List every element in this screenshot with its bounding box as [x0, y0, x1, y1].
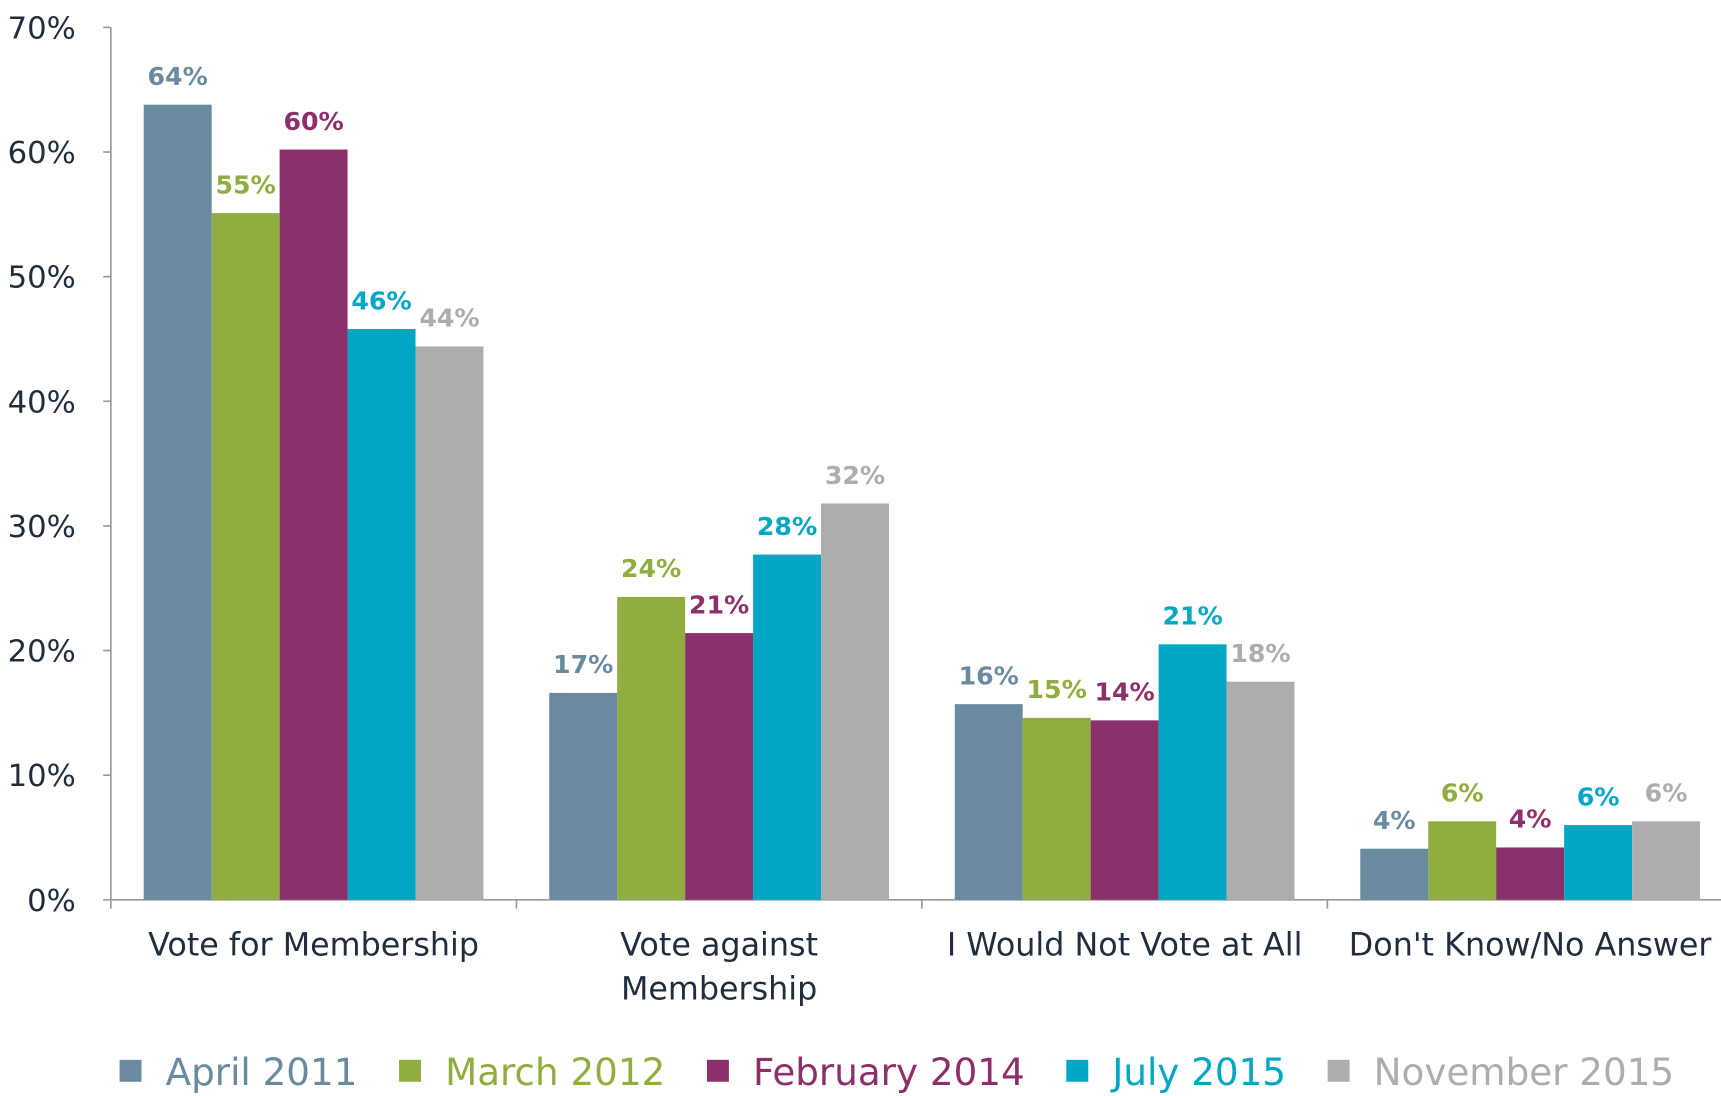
bar	[143, 104, 212, 900]
data-label: 4%	[1373, 806, 1416, 835]
data-label: 14%	[1094, 678, 1154, 707]
data-label: 64%	[148, 62, 208, 91]
bar	[753, 554, 822, 900]
data-label: 17%	[553, 650, 613, 679]
x-tick-label: Vote against Membership	[620, 928, 818, 1008]
bar	[1090, 720, 1159, 900]
legend-label: July 2015	[1110, 1050, 1286, 1094]
bar	[279, 149, 348, 900]
legend-label: November 2015	[1374, 1050, 1674, 1094]
data-label: 4%	[1509, 805, 1552, 834]
bar	[1226, 681, 1295, 900]
legend-swatch	[706, 1059, 729, 1082]
bar	[415, 346, 484, 900]
bar	[1632, 821, 1701, 900]
data-label: 18%	[1230, 639, 1290, 668]
legend-swatch	[1327, 1059, 1350, 1082]
bar	[1158, 644, 1227, 900]
bar	[1496, 847, 1565, 900]
legend-label: March 2012	[445, 1050, 665, 1094]
legend-swatch	[119, 1059, 142, 1082]
bar	[549, 692, 618, 900]
data-label: 6%	[1441, 779, 1484, 808]
data-label: 46%	[351, 286, 411, 315]
bar	[1428, 821, 1497, 900]
data-label: 55%	[215, 170, 275, 199]
data-label: 28%	[757, 512, 817, 541]
y-tick-label: 0%	[27, 884, 76, 919]
y-tick-label: 60%	[8, 136, 76, 171]
data-label: 21%	[1162, 602, 1222, 631]
y-tick-label: 50%	[8, 261, 76, 296]
x-tick-label: I Would Not Vote at All	[947, 928, 1303, 964]
data-label: 21%	[689, 590, 749, 619]
y-tick-label: 70%	[8, 11, 76, 46]
y-tick-label: 20%	[8, 635, 76, 670]
data-label: 6%	[1645, 779, 1688, 808]
bar	[954, 704, 1023, 900]
x-tick-label: Don't Know/No Answer	[1349, 928, 1713, 964]
legend-label: February 2014	[753, 1050, 1025, 1094]
x-tick-label: Vote for Membership	[148, 928, 479, 964]
data-label: 60%	[283, 107, 343, 136]
y-tick-label: 30%	[8, 510, 76, 545]
bar	[685, 633, 754, 900]
y-tick-label: 10%	[8, 759, 76, 794]
data-label: 16%	[959, 661, 1019, 690]
y-tick-label: 40%	[8, 385, 76, 420]
bar	[1564, 825, 1633, 900]
bar	[347, 329, 416, 900]
data-label: 44%	[419, 304, 479, 333]
bar	[1022, 717, 1091, 900]
legend-label: April 2011	[166, 1050, 358, 1094]
data-label: 32%	[825, 461, 885, 490]
bar	[211, 213, 280, 900]
data-label: 24%	[621, 554, 681, 583]
legend-swatch	[1066, 1059, 1089, 1082]
bar	[617, 596, 686, 900]
bar	[821, 503, 889, 900]
data-label: 15%	[1027, 675, 1087, 704]
legend-swatch	[399, 1059, 421, 1082]
data-label: 6%	[1577, 782, 1620, 811]
bar	[1360, 848, 1429, 900]
